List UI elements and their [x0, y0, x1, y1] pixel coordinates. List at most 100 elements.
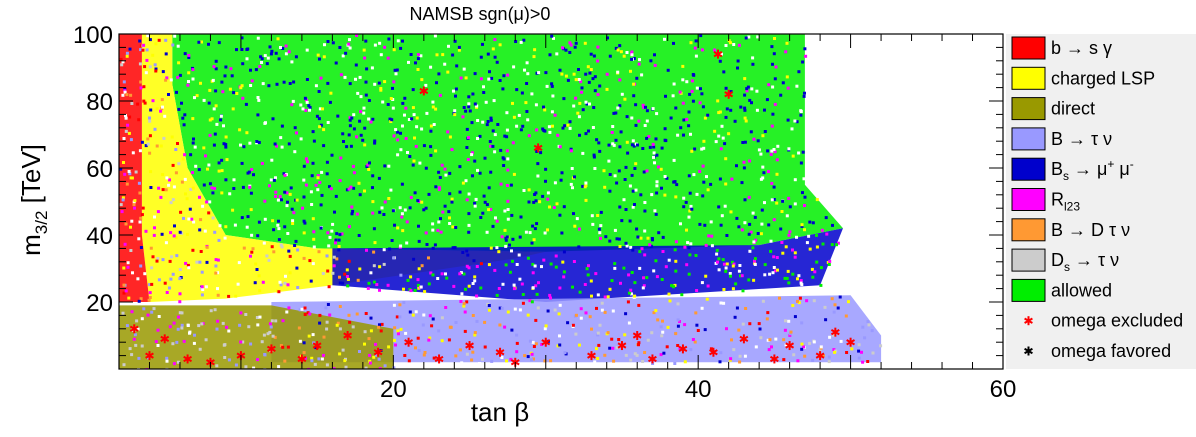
scatter-point [767, 83, 771, 87]
scatter-point [175, 340, 179, 344]
scatter-point [631, 139, 635, 143]
scatter-point [165, 356, 169, 360]
scatter-point [526, 355, 530, 359]
scatter-point [459, 76, 463, 80]
scatter-point [520, 91, 524, 95]
scatter-point [250, 233, 254, 237]
scatter-point [596, 331, 600, 335]
scatter-point [309, 279, 313, 283]
scatter-point [414, 61, 417, 65]
scatter-point [674, 269, 678, 273]
scatter-point [737, 269, 741, 273]
scatter-point [311, 262, 315, 266]
scatter-point [630, 53, 634, 57]
scatter-point [729, 108, 733, 112]
scatter-point [277, 219, 280, 223]
scatter-point [149, 170, 153, 174]
scatter-point [776, 268, 779, 272]
scatter-point [317, 357, 321, 361]
scatter-point [534, 199, 538, 203]
scatter-point [724, 269, 728, 273]
scatter-point [671, 94, 675, 98]
scatter-point [139, 246, 143, 249]
scatter-point [124, 116, 128, 120]
scatter-point [523, 354, 527, 358]
scatter-point [123, 172, 127, 176]
scatter-point [149, 186, 153, 189]
scatter-point [588, 102, 591, 106]
scatter-point [140, 344, 144, 348]
scatter-point [740, 181, 744, 185]
scatter-point [266, 56, 270, 60]
scatter-point [479, 55, 483, 59]
scatter-point [173, 224, 176, 228]
scatter-point [595, 306, 598, 310]
scatter-point [336, 321, 340, 325]
scatter-point [343, 359, 347, 363]
scatter-point [649, 59, 653, 63]
scatter-point [153, 215, 156, 219]
scatter-point [544, 179, 547, 183]
scatter-point [263, 54, 267, 58]
scatter-point [160, 232, 164, 236]
scatter-point [645, 169, 649, 173]
scatter-point [759, 152, 763, 156]
scatter-point [128, 47, 132, 51]
scatter-point [700, 306, 704, 310]
scatter-point [365, 67, 369, 71]
scatter-point [277, 365, 281, 369]
scatter-point [767, 348, 771, 352]
scatter-point [347, 225, 351, 229]
scatter-point [176, 327, 180, 331]
scatter-point [211, 191, 215, 195]
scatter-point [578, 290, 582, 294]
scatter-point [326, 40, 330, 43]
scatter-point [637, 341, 641, 345]
scatter-point [321, 107, 324, 111]
scatter-point [181, 116, 185, 120]
scatter-point [498, 323, 502, 327]
scatter-point [740, 274, 744, 278]
scatter-point [208, 133, 212, 137]
scatter-point [461, 115, 465, 119]
scatter-point [744, 119, 748, 123]
scatter-point [458, 272, 462, 276]
scatter-point [732, 262, 736, 266]
scatter-point [383, 200, 387, 204]
scatter-point [500, 306, 504, 310]
scatter-point [583, 185, 587, 189]
scatter-point [484, 100, 488, 104]
scatter-point [499, 182, 503, 186]
scatter-point [650, 193, 654, 197]
scatter-point [650, 331, 654, 335]
scatter-point [558, 213, 562, 217]
scatter-point [680, 293, 684, 297]
scatter-point [194, 164, 198, 168]
scatter-point [139, 48, 143, 52]
legend-label: Bs → μ+ μ- [1051, 157, 1134, 183]
scatter-point [422, 313, 426, 317]
scatter-point [743, 108, 747, 112]
scatter-point [617, 338, 621, 341]
scatter-point [343, 75, 347, 79]
scatter-point [334, 61, 338, 65]
scatter-point [304, 157, 308, 161]
legend-label: b → s γ [1051, 38, 1112, 58]
scatter-point [447, 338, 451, 342]
scatter-point [544, 324, 548, 328]
scatter-point [122, 283, 126, 287]
scatter-point [465, 352, 469, 356]
scatter-point [379, 88, 383, 92]
scatter-point [347, 133, 351, 137]
scatter-point [610, 337, 614, 341]
scatter-point [769, 249, 773, 253]
scatter-point [383, 45, 387, 49]
scatter-point [716, 99, 720, 103]
scatter-point [397, 332, 400, 336]
scatter-point [642, 284, 646, 288]
scatter-point [795, 120, 799, 124]
scatter-point [643, 124, 647, 127]
scatter-point [665, 345, 669, 349]
scatter-point [210, 117, 214, 121]
